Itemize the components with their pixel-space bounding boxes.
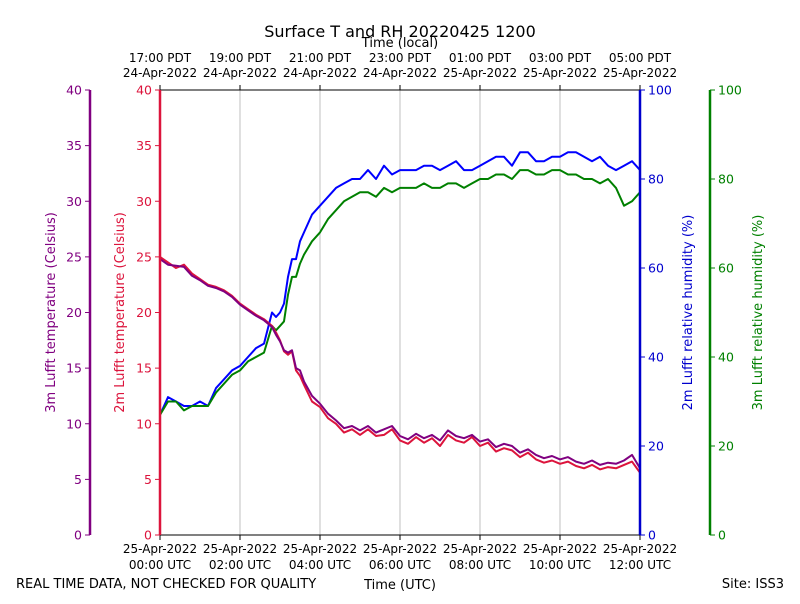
x-tick-label-time: 00:00 UTC [129, 558, 191, 572]
y-tick-label: 20 [648, 439, 664, 454]
x-tick-label-date: 25-Apr-2022 [523, 542, 597, 556]
y-tick-label: 60 [718, 261, 734, 276]
x-tick-label-date: 25-Apr-2022 [203, 542, 277, 556]
series-3m-lufft-relative-humidity [159, 169, 641, 416]
chart-title: Surface T and RH 20220425 1200 [264, 22, 536, 41]
top-tick-label-time: 21:00 PDT [289, 51, 352, 65]
y-tick-label: 40 [718, 350, 734, 365]
series-2m-lufft-relative-humidity [159, 151, 641, 416]
y-tick-label: 0 [718, 528, 726, 543]
y-tick-label: 0 [144, 528, 152, 543]
footer-quality-note: REAL TIME DATA, NOT CHECKED FOR QUALITY [16, 577, 316, 592]
top-tick-label-time: 01:00 PDT [449, 51, 512, 65]
y-tick-label: 40 [66, 83, 82, 98]
vertical-gridlines [239, 90, 561, 535]
top-axis-label: Time (local) [361, 36, 438, 51]
top-tick-label-date: 24-Apr-2022 [203, 66, 277, 80]
footer-site-label: Site: ISS3 [722, 577, 784, 592]
x-tick-label-date: 25-Apr-2022 [603, 542, 677, 556]
y-axis-label-rh3m: 3m Lufft relative humidity (%) [751, 215, 766, 411]
y-tick-label: 40 [136, 83, 152, 98]
x-tick-label-time: 08:00 UTC [449, 558, 511, 572]
x-tick-label-time: 06:00 UTC [369, 558, 431, 572]
y-tick-label: 80 [718, 172, 734, 187]
y-tick-label: 15 [136, 361, 152, 376]
y-tick-label: 0 [648, 528, 656, 543]
y-tick-label: 30 [66, 194, 82, 209]
y-axis-label-t3m: 3m Lufft temperature (Celsius) [44, 212, 59, 413]
y-tick-label: 20 [136, 305, 152, 320]
y-tick-label: 100 [718, 83, 742, 98]
x-axis-label: Time (UTC) [363, 578, 436, 593]
top-tick-label-date: 24-Apr-2022 [123, 66, 197, 80]
top-tick-label-time: 03:00 PDT [529, 51, 592, 65]
top-tick-label-time: 19:00 PDT [209, 51, 272, 65]
y-tick-label: 35 [136, 138, 152, 153]
x-tick-label-date: 25-Apr-2022 [123, 542, 197, 556]
y-tick-label: 60 [648, 261, 664, 276]
y-tick-label: 15 [66, 361, 82, 376]
y-tick-label: 40 [648, 350, 664, 365]
x-tick-label-time: 10:00 UTC [529, 558, 591, 572]
y-tick-label: 10 [136, 416, 152, 431]
y-axes: 0 5 10 15 20 25 30 35 40 3m Lufft temperature (Ce… [44, 83, 766, 543]
y-tick-label: 5 [74, 472, 82, 487]
series-layer [159, 151, 641, 474]
y-axis-label-rh2m: 2m Lufft relative humidity (%) [681, 215, 696, 411]
series-3m-lufft-temperature [159, 258, 641, 469]
x-ticks: 25-Apr-2022 00:00 UTC 25-Apr-2022 02:00 UTC… [123, 51, 677, 572]
top-tick-label-date: 24-Apr-2022 [283, 66, 357, 80]
y-tick-label: 30 [136, 194, 152, 209]
y-tick-label: 25 [66, 249, 82, 264]
y-tick-label: 0 [74, 528, 82, 543]
x-tick-label-date: 25-Apr-2022 [283, 542, 357, 556]
top-tick-label-time: 17:00 PDT [129, 51, 192, 65]
y-tick-label: 100 [648, 83, 672, 98]
x-tick-label-time: 04:00 UTC [289, 558, 351, 572]
x-tick-label-time: 12:00 UTC [609, 558, 671, 572]
x-tick-label-date: 25-Apr-2022 [363, 542, 437, 556]
top-tick-label-time: 23:00 PDT [369, 51, 432, 65]
y-tick-label: 80 [648, 172, 664, 187]
y-tick-label: 35 [66, 138, 82, 153]
y-tick-label: 20 [718, 439, 734, 454]
top-tick-label-date: 25-Apr-2022 [603, 66, 677, 80]
y-tick-label: 10 [66, 416, 82, 431]
x-tick-label-time: 02:00 UTC [209, 558, 271, 572]
x-tick-label-date: 25-Apr-2022 [443, 542, 517, 556]
y-tick-label: 5 [144, 472, 152, 487]
y-axis-label-t2m: 2m Lufft temperature (Celsius) [113, 212, 128, 413]
top-tick-label-date: 24-Apr-2022 [363, 66, 437, 80]
y-tick-label: 25 [136, 249, 152, 264]
y-tick-label: 20 [66, 305, 82, 320]
top-tick-label-date: 25-Apr-2022 [443, 66, 517, 80]
top-tick-label-date: 25-Apr-2022 [523, 66, 597, 80]
top-tick-label-time: 05:00 PDT [609, 51, 672, 65]
